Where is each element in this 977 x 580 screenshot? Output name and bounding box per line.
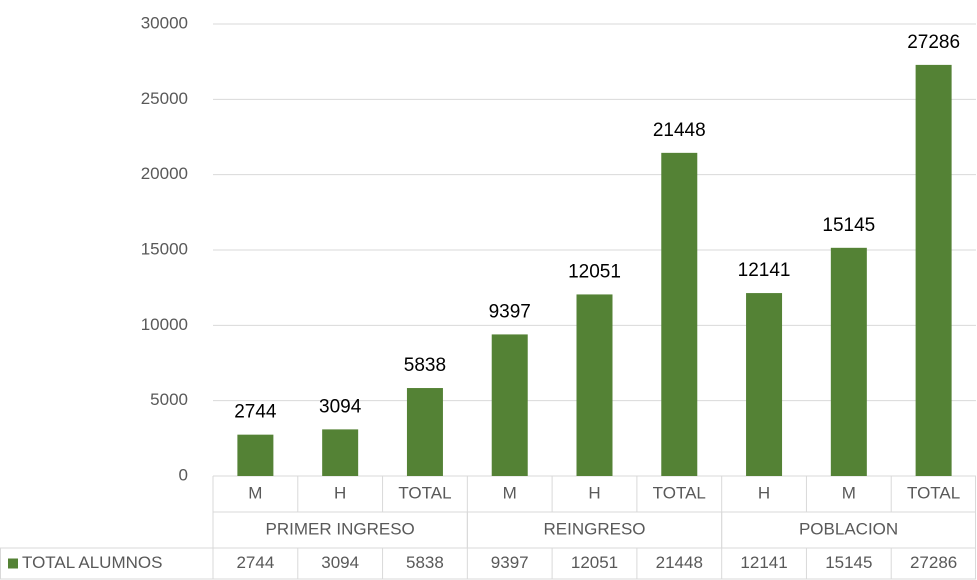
bar [661, 152, 698, 476]
group-label: POBLACION [799, 519, 898, 538]
x-tick-label: TOTAL [398, 483, 451, 502]
data-label: 2744 [234, 402, 277, 423]
table-value: 5838 [406, 553, 444, 572]
data-label: 12051 [568, 261, 621, 282]
x-tick-label: TOTAL [907, 483, 960, 502]
legend-label: TOTAL ALUMNOS [22, 553, 162, 572]
data-label: 9397 [489, 301, 531, 322]
data-label: 21448 [653, 120, 706, 141]
x-tick-label: TOTAL [653, 483, 706, 502]
x-tick-label: M [842, 483, 856, 502]
data-label: 12141 [738, 260, 791, 281]
y-tick-label: 10000 [141, 315, 188, 334]
bar [406, 388, 443, 476]
y-tick-label: 20000 [141, 164, 188, 183]
bar [576, 294, 613, 476]
table-value: 9397 [491, 553, 529, 572]
table-value: 21448 [656, 553, 703, 572]
group-label: REINGRESO [543, 519, 645, 538]
data-label: 27286 [907, 32, 960, 53]
data-label: 5838 [404, 355, 446, 376]
group-label: PRIMER INGRESO [266, 519, 415, 538]
bar [830, 247, 867, 476]
table-value: 12051 [571, 553, 618, 572]
bar [746, 293, 783, 476]
bar [237, 434, 274, 476]
bar [915, 64, 952, 476]
y-tick-label: 5000 [150, 390, 188, 409]
y-tick-label: 0 [179, 465, 188, 484]
data-label: 15145 [822, 215, 875, 236]
table-value: 27286 [910, 553, 957, 572]
table-value: 3094 [321, 553, 359, 572]
bar [322, 429, 359, 476]
bar [491, 334, 528, 476]
table-value: 15145 [825, 553, 872, 572]
y-tick-label: 15000 [141, 239, 188, 258]
legend-swatch [8, 558, 18, 569]
data-label: 3094 [319, 396, 362, 417]
table-value: 12141 [740, 553, 787, 572]
y-tick-label: 25000 [141, 89, 188, 108]
table-value: 2744 [236, 553, 274, 572]
y-tick-label: 30000 [141, 13, 188, 32]
x-tick-label: H [758, 483, 770, 502]
x-tick-label: H [334, 483, 346, 502]
x-tick-label: M [248, 483, 262, 502]
x-tick-label: H [588, 483, 600, 502]
x-tick-label: M [503, 483, 517, 502]
